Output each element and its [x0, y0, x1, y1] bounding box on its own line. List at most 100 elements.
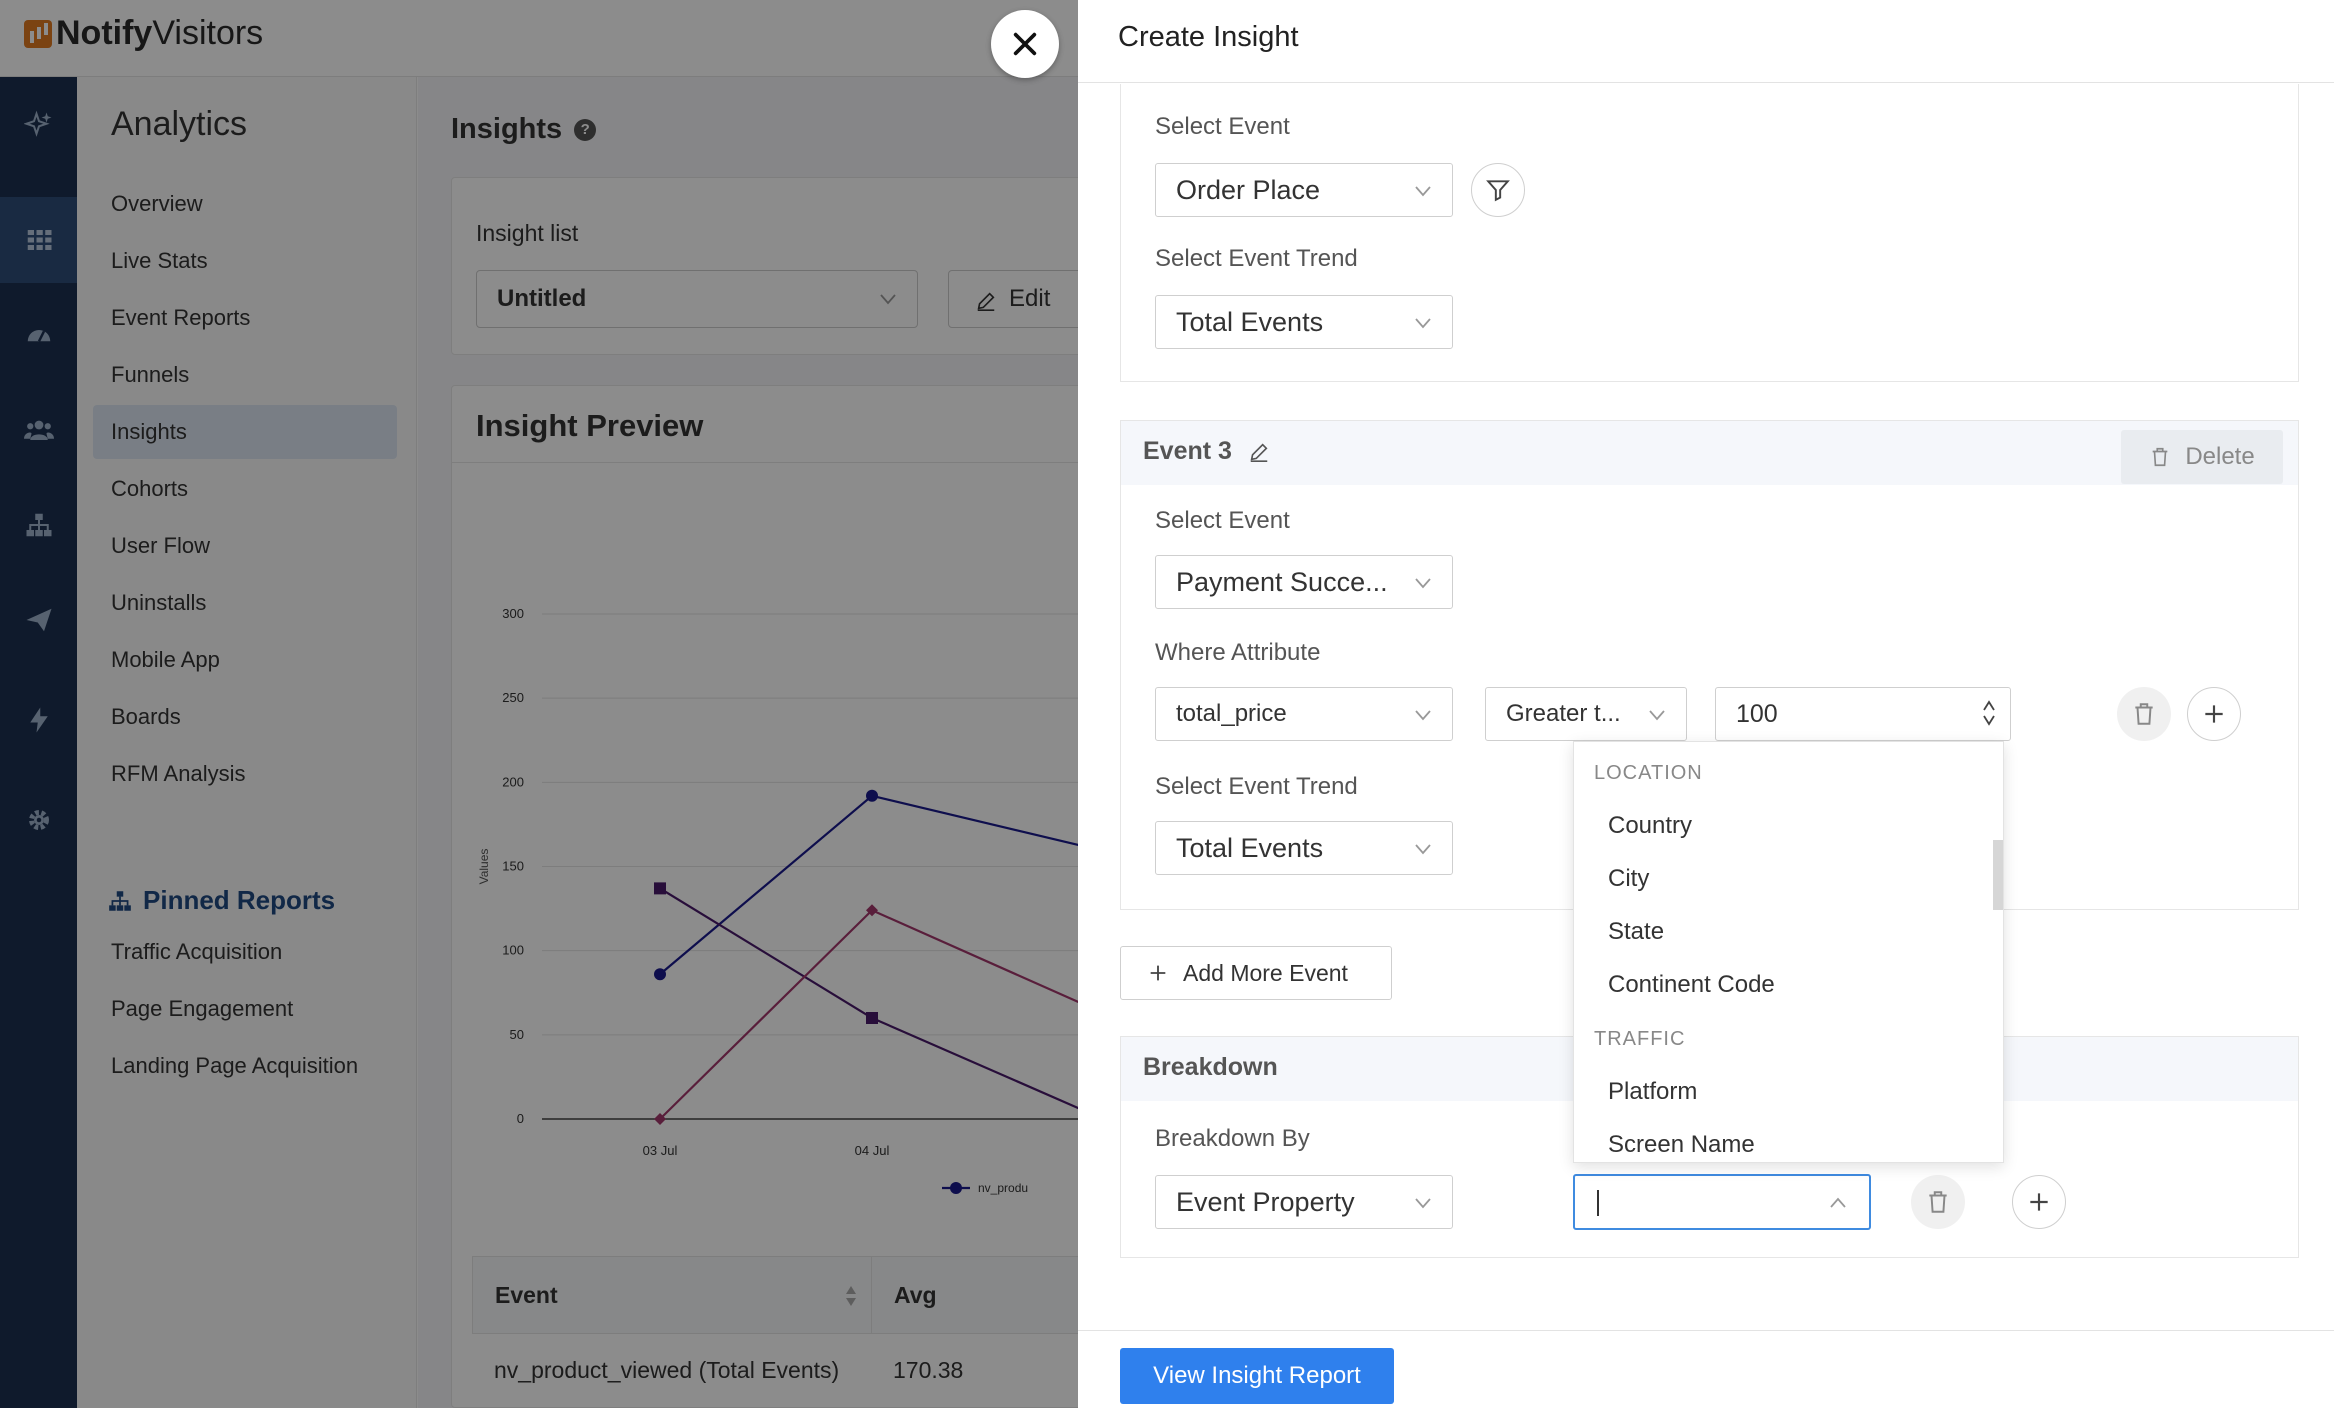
users-icon [23, 420, 54, 440]
sidebar-item-cohorts[interactable]: Cohorts [111, 476, 189, 501]
spinner-arrows-icon[interactable] [1982, 698, 1996, 728]
breakdown-by-value: Event Property [1176, 1186, 1355, 1217]
sidebar-item-event-reports[interactable]: Event Reports [111, 305, 251, 330]
breakdown-property-search[interactable] [1573, 1174, 1871, 1230]
sidebar-item-uninstalls[interactable]: Uninstalls [111, 590, 207, 615]
nav-settings[interactable] [0, 777, 77, 863]
edit-label: Edit [1009, 285, 1051, 312]
filter-icon [1486, 180, 1510, 202]
menu-group-location: LOCATION [1594, 762, 1703, 784]
select-event-trend-label: Select Event Trend [1155, 245, 1358, 272]
sidebar-title: Analytics [111, 105, 248, 143]
attribute-value: total_price [1176, 700, 1287, 727]
pinned-item-traffic-acquisition[interactable]: Traffic Acquisition [111, 939, 283, 964]
table-header-event[interactable]: Event [472, 1256, 872, 1334]
event-2-select-event[interactable]: Order Place [1155, 163, 1453, 217]
page-title: Insights ? [451, 113, 597, 146]
chart-y-tick-label: 50 [510, 1027, 524, 1042]
sidebar-item-mobile-app[interactable]: Mobile App [111, 647, 220, 672]
gauge-icon [27, 330, 50, 342]
paper-plane-icon [26, 608, 51, 632]
event-3-title: Event 3 [1143, 437, 1270, 466]
trash-icon [2135, 703, 2153, 725]
event-2-filter-button[interactable] [1471, 163, 1525, 217]
menu-scrollbar[interactable] [1993, 840, 2003, 910]
sidebar-item-live-stats[interactable]: Live Stats [111, 248, 208, 273]
chart-x-tick-label: 03 Jul [643, 1143, 678, 1158]
create-insight-drawer: Create Insight Select Event Order Place … [1078, 0, 2334, 1408]
menu-option-country[interactable]: Country [1608, 812, 1693, 839]
insight-list-label: Insight list [476, 220, 579, 246]
select-event-label: Select Event [1155, 507, 1290, 534]
delete-condition-button[interactable] [2117, 687, 2171, 741]
breakdown-title: Breakdown [1143, 1053, 1278, 1081]
modal-backdrop[interactable] [0, 0, 1078, 1408]
nav-hierarchy[interactable] [0, 482, 77, 568]
chart-point [866, 1012, 878, 1024]
nav-analytics[interactable] [0, 197, 77, 283]
chart-legend-marker [950, 1182, 962, 1194]
delete-breakdown-button[interactable] [1911, 1175, 1965, 1229]
nav-campaigns[interactable] [0, 577, 77, 663]
chevron-down-icon [1415, 1198, 1431, 1209]
sidebar-item-rfm-analysis[interactable]: RFM Analysis [111, 761, 246, 786]
chart-y-axis-label: Values [477, 849, 491, 885]
menu-option-platform[interactable]: Platform [1608, 1078, 1698, 1105]
lightning-icon [29, 707, 48, 733]
operator-select[interactable]: Greater t... [1485, 687, 1687, 741]
view-insight-report-button[interactable]: View Insight Report [1120, 1348, 1394, 1404]
pinned-reports-heading: Pinned Reports [107, 885, 335, 916]
nav-dashboard[interactable] [0, 292, 77, 378]
menu-option-city[interactable]: City [1608, 865, 1650, 892]
pinned-reports-label: Pinned Reports [143, 885, 336, 915]
sidebar-item-funnels[interactable]: Funnels [111, 362, 190, 387]
close-drawer-button[interactable] [991, 10, 1059, 78]
menu-group-traffic: TRAFFIC [1594, 1028, 1686, 1050]
table-cell-event: nv_product_viewed (Total Events) [494, 1356, 840, 1383]
insight-list-value: Untitled [497, 285, 587, 312]
breakdown-by-select[interactable]: Event Property [1155, 1175, 1453, 1229]
grid-icon [27, 230, 51, 250]
chart-y-tick-label: 200 [502, 774, 524, 789]
event-2-trend-select[interactable]: Total Events [1155, 295, 1453, 349]
sidebar-item-insights[interactable]: Insights [93, 405, 397, 459]
pinned-item-landing-page-acquisition[interactable]: Landing Page Acquisition [111, 1053, 359, 1078]
chart-y-tick-label: 150 [502, 859, 524, 874]
insight-preview-title: Insight Preview [476, 408, 704, 443]
event-3-select-event[interactable]: Payment Succe... [1155, 555, 1453, 609]
chart-point [866, 789, 878, 802]
menu-option-state[interactable]: State [1608, 918, 1665, 945]
help-icon[interactable]: ? [574, 118, 597, 141]
plus-icon [2205, 705, 2223, 723]
sidebar-item-overview[interactable]: Overview [111, 191, 203, 216]
event-2-trend-value: Total Events [1176, 306, 1324, 337]
logo-mark-icon [24, 19, 52, 48]
attribute-select[interactable]: total_price [1155, 687, 1453, 741]
sidebar-item-user-flow[interactable]: User Flow [111, 533, 211, 558]
attribute-value-input[interactable]: 100 [1715, 687, 2011, 741]
chart-legend-label: nv_produ [978, 1181, 1028, 1195]
where-attribute-label: Where Attribute [1155, 639, 1321, 666]
menu-option-continent-code[interactable]: Continent Code [1608, 971, 1775, 998]
select-event-label: Select Event [1155, 113, 1290, 140]
insight-list-select[interactable]: Untitled [476, 270, 918, 328]
nav-automation[interactable] [0, 677, 77, 763]
trash-icon [1929, 1191, 1947, 1213]
drawer-header: Create Insight [1078, 0, 2334, 83]
sidebar-item-boards[interactable]: Boards [111, 704, 181, 729]
pencil-icon[interactable] [1248, 441, 1270, 463]
pinned-item-page-engagement[interactable]: Page Engagement [111, 996, 294, 1021]
delete-event-3-button[interactable]: Delete [2121, 430, 2283, 484]
chevron-down-icon [1649, 710, 1665, 721]
edit-insight-button[interactable]: Edit [948, 270, 1148, 328]
nav-users[interactable] [0, 387, 77, 473]
menu-option-screen-name[interactable]: Screen Name [1608, 1131, 1755, 1158]
add-breakdown-button[interactable] [2012, 1175, 2066, 1229]
drawer-title: Create Insight [1118, 21, 1299, 53]
add-more-event-button[interactable]: Add More Event [1120, 946, 1392, 1000]
add-condition-button[interactable] [2187, 687, 2241, 741]
nav-ai-sparkle[interactable] [0, 82, 77, 168]
pencil-icon [977, 292, 995, 311]
event-3-trend-select[interactable]: Total Events [1155, 821, 1453, 875]
app-logo[interactable]: Notify Visitors [24, 14, 263, 53]
